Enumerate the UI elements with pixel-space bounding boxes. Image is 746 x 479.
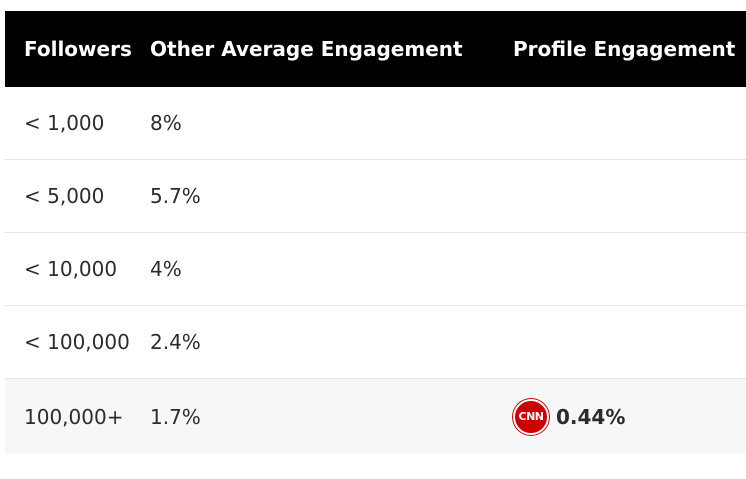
followers-cell: < 5,000 — [24, 184, 105, 208]
followers-cell: < 10,000 — [24, 257, 118, 281]
table-row: < 1,000 8% — [5, 87, 746, 160]
cnn-logo-icon: CNN — [513, 398, 549, 435]
table-row: < 10,000 4% — [5, 233, 746, 306]
followers-cell: < 100,000 — [24, 330, 130, 354]
table-row: < 5,000 5.7% — [5, 160, 746, 233]
table-row: < 100,000 2.4% — [5, 306, 746, 379]
other-engagement-cell: 4% — [150, 257, 182, 281]
header-followers: Followers — [24, 37, 132, 61]
other-engagement-cell: 8% — [150, 111, 182, 135]
engagement-table: Followers Other Average Engagement Profi… — [5, 11, 746, 454]
table-row-highlight: 100,000+ 1.7% CNN 0.44% — [5, 379, 746, 454]
followers-cell: 100,000+ — [24, 404, 124, 429]
other-engagement-cell: 5.7% — [150, 184, 201, 208]
other-engagement-cell: 2.4% — [150, 330, 201, 354]
other-engagement-cell: 1.7% — [150, 404, 201, 429]
followers-cell: < 1,000 — [24, 111, 105, 135]
header-other-average-engagement: Other Average Engagement — [150, 37, 463, 61]
profile-engagement-value: 0.44% — [556, 404, 626, 429]
header-profile-engagement: Profile Engagement — [513, 37, 736, 61]
profile-engagement-cell: CNN 0.44% — [495, 398, 746, 435]
table-header: Followers Other Average Engagement Profi… — [5, 11, 746, 87]
